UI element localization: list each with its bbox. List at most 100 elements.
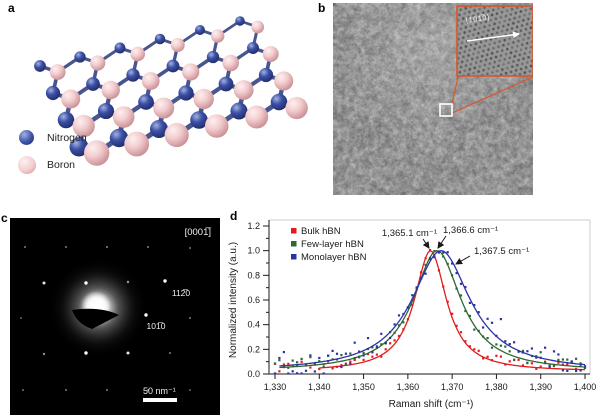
legend-swatch: [291, 228, 297, 234]
diffraction-spot: [189, 389, 191, 391]
boron-atom: [153, 97, 175, 119]
boron-atom: [61, 89, 81, 109]
annotation-arrow: [437, 235, 447, 249]
nitrogen-atom: [45, 85, 61, 101]
panel-label-c: c: [1, 211, 8, 225]
x-tick-label: 1,340: [308, 382, 331, 392]
nitrogen-atom: [34, 60, 46, 72]
direction-arrow: [466, 31, 520, 42]
data-points-bulk-hbn: [273, 249, 587, 373]
nitrogen-atom: [74, 51, 86, 63]
tem-overlay: [439, 5, 533, 117]
boron-atom: [274, 71, 294, 91]
axes: [263, 219, 591, 379]
peak-annotation-label: 1,365.1 cm⁻¹: [382, 228, 437, 239]
hbn-lattice-model: [34, 16, 308, 166]
nitrogen-atom: [166, 59, 180, 73]
callout-line-right: [451, 76, 533, 114]
nitrogen-atom: [138, 94, 154, 110]
data-points-few-layer-hbn: [273, 250, 587, 369]
boron-atom: [262, 46, 279, 62]
legend-row-nitrogen: Nitrogen: [19, 130, 87, 145]
x-tick-label: 1,330: [264, 382, 287, 392]
diffraction-spot: [65, 246, 67, 248]
inset-border: [456, 5, 533, 77]
zone-axis-label: [0001̅]: [185, 227, 212, 238]
boron-atom: [84, 140, 110, 166]
fit-curve-monolayer-hbn: [279, 250, 586, 367]
nitrogen-atom: [235, 16, 245, 26]
boron-atom: [141, 72, 160, 90]
legend-swatch: [291, 241, 297, 247]
nitrogen-atom: [69, 137, 89, 157]
diffraction-spot: [189, 317, 191, 319]
boron-sphere-swatch: [18, 156, 36, 174]
legend-label-nitrogen: Nitrogen: [47, 131, 87, 144]
y-tick-label: 1.0: [247, 246, 260, 256]
boron-atom: [101, 80, 120, 100]
diffraction-spot: [65, 389, 67, 391]
boron-atom: [233, 80, 254, 100]
nitrogen-atom: [247, 42, 259, 54]
peak-annotation-label: 1,367.5 cm⁻¹: [474, 246, 529, 257]
tick-labels: 0.0 0.2 0.4 0.6 0.8 1.0 1.2 1,330 1,340 1,350 1,36…: [247, 221, 596, 392]
boron-atom: [182, 63, 200, 81]
scale-bar: [143, 398, 177, 402]
panel-label-a: a: [8, 1, 15, 15]
spot-label-1010: 101̅0: [147, 321, 166, 331]
diffraction-spot: [84, 351, 88, 355]
data-points-monolayer-hbn: [273, 251, 587, 375]
raman-chart: Raman shift (cm⁻¹) Normalized intensity …: [228, 219, 596, 410]
annotation-arrow: [422, 238, 430, 249]
spot-label-1120: 112̅0: [172, 288, 191, 298]
diffraction-spot: [189, 247, 191, 249]
nitrogen-atom: [109, 128, 129, 148]
fit-curve-few-layer-hbn: [279, 250, 586, 369]
boron-atom: [285, 96, 308, 120]
beam-stop-wedge: [72, 308, 119, 329]
nitrogen-atom: [270, 93, 288, 111]
legend-entry: Monolayer hBN: [301, 252, 367, 263]
legend-entry: Few-layer hBN: [301, 239, 364, 250]
boron-atom: [130, 46, 145, 62]
nitrogen-atom: [195, 25, 205, 35]
x-tick-label: 1,380: [485, 382, 508, 392]
callout-line-left: [451, 76, 459, 105]
nitrogen-atom: [57, 111, 75, 129]
nitrogen-atom: [258, 67, 274, 83]
atoms: [34, 16, 308, 166]
diffraction-spot: [126, 280, 130, 284]
y-tick-label: 0.2: [247, 344, 260, 354]
chart-legend: Bulk hBN Few-layer hBN Monolayer hBN: [291, 226, 367, 263]
nitrogen-atom: [178, 85, 194, 101]
diffraction-spot: [147, 389, 149, 391]
nitrogen-atom: [149, 119, 169, 139]
nitrogen-atom: [218, 76, 234, 92]
nitrogen-atom: [114, 42, 126, 54]
boron-atom: [222, 54, 239, 72]
y-tick-label: 0.0: [247, 369, 260, 379]
boron-atom: [90, 55, 106, 71]
y-tick-label: 0.6: [247, 295, 260, 305]
nitrogen-sphere-swatch: [19, 130, 34, 145]
boron-atom: [164, 122, 189, 148]
diffraction-spot: [144, 313, 148, 317]
legend-label-boron: Boron: [47, 159, 76, 171]
boron-atom: [251, 20, 265, 34]
x-tick-label: 1,350: [352, 382, 375, 392]
diffraction-spot: [20, 317, 22, 319]
diffraction-spot: [147, 246, 149, 248]
peak-annotations: 1,365.1 cm⁻¹ 1,366.6 cm⁻¹ 1,367.5 cm⁻¹: [382, 225, 529, 265]
roi-square: [439, 103, 453, 117]
panel-label-b: b: [318, 1, 326, 15]
diffraction-spot: [106, 246, 108, 248]
boron-atom: [124, 131, 150, 157]
peak-annotation-label: 1,366.6 cm⁻¹: [443, 225, 498, 236]
boron-atom: [204, 114, 229, 138]
nitrogen-atom: [190, 111, 208, 129]
y-tick-label: 0.8: [247, 270, 260, 280]
y-tick-label: 0.4: [247, 320, 260, 330]
boron-atom: [211, 29, 225, 43]
diffraction-pattern: [0001̅] 112̅0 101̅0 50 nm⁻¹: [10, 218, 220, 415]
x-tick-label: 1,400: [574, 382, 597, 392]
